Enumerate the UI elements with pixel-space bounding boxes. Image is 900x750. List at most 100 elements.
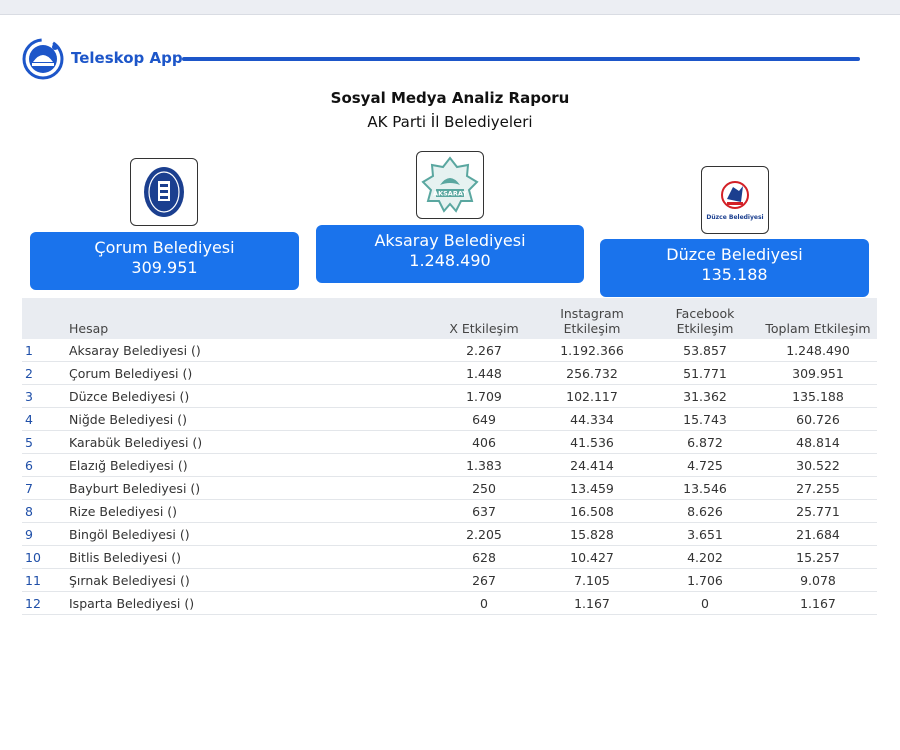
row-x-engagement: 1.383	[435, 453, 533, 477]
header-index	[22, 298, 59, 339]
row-account-name: Bayburt Belediyesi ()	[59, 476, 435, 500]
row-facebook-engagement: 4.202	[651, 545, 759, 569]
row-index: 7	[22, 476, 59, 500]
row-x-engagement: 649	[435, 407, 533, 431]
table-row: 3 Düzce Belediyesi () 1.709 102.117 31.362 13…	[22, 384, 877, 408]
header-instagram-line1: Instagram	[560, 306, 624, 321]
row-facebook-engagement: 1.706	[651, 568, 759, 592]
table-row: 7 Bayburt Belediyesi () 250 13.459 13.546 27.…	[22, 476, 877, 500]
row-x-engagement: 2.267	[435, 339, 533, 362]
row-account-name: Rize Belediyesi ()	[59, 499, 435, 523]
table-row: 12 Isparta Belediyesi () 0 1.167 0 1.167	[22, 591, 877, 615]
header-facebook-line1: Facebook	[675, 306, 735, 321]
table-row: 2 Çorum Belediyesi () 1.448 256.732 51.771 30…	[22, 361, 877, 385]
row-total-engagement: 9.078	[759, 568, 877, 592]
row-instagram-engagement: 102.117	[533, 384, 651, 408]
row-facebook-engagement: 53.857	[651, 339, 759, 362]
row-account-name: Çorum Belediyesi ()	[59, 361, 435, 385]
card-name: Çorum Belediyesi	[94, 238, 235, 257]
row-total-engagement: 1.248.490	[759, 339, 877, 362]
header-instagram: Instagram Etkileşim	[533, 298, 651, 339]
row-facebook-engagement: 31.362	[651, 384, 759, 408]
row-total-engagement: 309.951	[759, 361, 877, 385]
app-name: Teleskop App	[71, 49, 183, 67]
row-index: 10	[22, 545, 59, 569]
row-x-engagement: 1.709	[435, 384, 533, 408]
row-instagram-engagement: 16.508	[533, 499, 651, 523]
row-total-engagement: 30.522	[759, 453, 877, 477]
row-total-engagement: 25.771	[759, 499, 877, 523]
table-row: 11 Şırnak Belediyesi () 267 7.105 1.706 9.078	[22, 568, 877, 592]
row-index: 5	[22, 430, 59, 454]
row-index: 2	[22, 361, 59, 385]
table-row: 4 Niğde Belediyesi () 649 44.334 15.743 60.72…	[22, 407, 877, 431]
row-facebook-engagement: 13.546	[651, 476, 759, 500]
row-account-name: Elazığ Belediyesi ()	[59, 453, 435, 477]
header-total: Toplam Etkileşim	[759, 298, 877, 339]
row-total-engagement: 135.188	[759, 384, 877, 408]
row-index: 1	[22, 339, 59, 362]
row-index: 9	[22, 522, 59, 546]
row-index: 11	[22, 568, 59, 592]
row-x-engagement: 628	[435, 545, 533, 569]
row-instagram-engagement: 1.192.366	[533, 339, 651, 362]
header-facebook-line2: Etkileşim	[676, 321, 734, 336]
svg-text:Düzce Belediyesi: Düzce Belediyesi	[706, 214, 763, 221]
card-value: 1.248.490	[409, 251, 491, 270]
card-name: Düzce Belediyesi	[666, 245, 803, 264]
row-x-engagement: 0	[435, 591, 533, 615]
svg-text:AKSARAY: AKSARAY	[433, 190, 467, 198]
row-account-name: Aksaray Belediyesi ()	[59, 339, 435, 362]
table-row: 8 Rize Belediyesi () 637 16.508 8.626 25.771	[22, 499, 877, 523]
row-instagram-engagement: 15.828	[533, 522, 651, 546]
row-account-name: Şırnak Belediyesi ()	[59, 568, 435, 592]
header-instagram-line2: Etkileşim	[563, 321, 621, 336]
card-value: 135.188	[701, 265, 768, 284]
row-instagram-engagement: 256.732	[533, 361, 651, 385]
table-row: 5 Karabük Belediyesi () 406 41.536 6.872 48.8…	[22, 430, 877, 454]
table-row: 10 Bitlis Belediyesi () 628 10.427 4.202 15.2…	[22, 545, 877, 569]
card-value: 309.951	[131, 258, 198, 277]
row-total-engagement: 27.255	[759, 476, 877, 500]
row-account-name: Niğde Belediyesi ()	[59, 407, 435, 431]
row-x-engagement: 637	[435, 499, 533, 523]
row-instagram-engagement: 24.414	[533, 453, 651, 477]
row-instagram-engagement: 1.167	[533, 591, 651, 615]
table-row: 9 Bingöl Belediyesi () 2.205 15.828 3.651 21.…	[22, 522, 877, 546]
card-aksaray: Aksaray Belediyesi 1.248.490	[316, 225, 584, 283]
row-x-engagement: 1.448	[435, 361, 533, 385]
row-total-engagement: 48.814	[759, 430, 877, 454]
header-facebook: Facebook Etkileşim	[651, 298, 759, 339]
top-strip	[0, 0, 900, 15]
row-account-name: Bingöl Belediyesi ()	[59, 522, 435, 546]
row-instagram-engagement: 10.427	[533, 545, 651, 569]
row-account-name: Karabük Belediyesi ()	[59, 430, 435, 454]
row-instagram-engagement: 7.105	[533, 568, 651, 592]
report-title: Sosyal Medya Analiz Raporu	[330, 89, 570, 107]
telescope-logo-icon	[22, 38, 64, 80]
card-corum: Çorum Belediyesi 309.951	[30, 232, 299, 290]
row-facebook-engagement: 15.743	[651, 407, 759, 431]
row-account-name: Düzce Belediyesi ()	[59, 384, 435, 408]
row-x-engagement: 250	[435, 476, 533, 500]
row-instagram-engagement: 41.536	[533, 430, 651, 454]
header-account: Hesap	[59, 298, 435, 339]
row-index: 6	[22, 453, 59, 477]
aksaray-municipality-seal-icon: AKSARAY	[416, 151, 484, 219]
row-facebook-engagement: 4.725	[651, 453, 759, 477]
row-x-engagement: 406	[435, 430, 533, 454]
row-total-engagement: 15.257	[759, 545, 877, 569]
row-x-engagement: 2.205	[435, 522, 533, 546]
report-subtitle: AK Parti İl Belediyeleri	[367, 113, 533, 131]
row-total-engagement: 60.726	[759, 407, 877, 431]
row-facebook-engagement: 3.651	[651, 522, 759, 546]
row-facebook-engagement: 51.771	[651, 361, 759, 385]
row-facebook-engagement: 0	[651, 591, 759, 615]
app-header: Teleskop App	[22, 38, 860, 80]
header-x: X Etkileşim	[435, 298, 533, 339]
table-header-row: Hesap X Etkileşim Instagram Etkileşim Fa…	[22, 298, 877, 339]
row-index: 3	[22, 384, 59, 408]
row-facebook-engagement: 8.626	[651, 499, 759, 523]
row-index: 4	[22, 407, 59, 431]
table-row: 1 Aksaray Belediyesi () 2.267 1.192.366 53.8…	[22, 339, 877, 362]
